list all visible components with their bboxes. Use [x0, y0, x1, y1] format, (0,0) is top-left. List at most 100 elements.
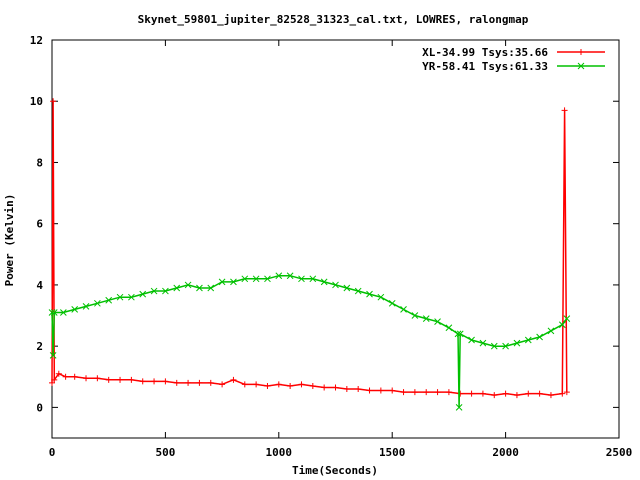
data-point — [468, 336, 475, 344]
data-point — [51, 376, 58, 383]
data-point — [128, 293, 135, 301]
data-point — [513, 392, 520, 399]
data-point — [117, 376, 124, 383]
series-layer — [48, 98, 571, 411]
data-point — [547, 327, 555, 335]
data-point — [561, 107, 568, 114]
y-axis-label: Power (Kelvin) — [3, 194, 16, 287]
data-point — [454, 330, 462, 338]
x-axis-label: Time(Seconds) — [292, 464, 378, 477]
data-point — [298, 381, 305, 388]
data-point — [513, 339, 521, 347]
data-point — [456, 330, 464, 338]
data-point — [264, 382, 271, 389]
data-point — [468, 390, 475, 397]
data-point — [62, 373, 69, 380]
data-point — [298, 275, 305, 283]
data-point — [309, 382, 316, 389]
data-point — [423, 389, 430, 396]
data-point — [343, 386, 350, 393]
data-point — [49, 379, 55, 386]
data-point — [94, 299, 101, 307]
data-point — [377, 293, 385, 301]
data-point — [218, 278, 226, 286]
data-point — [162, 287, 169, 295]
data-point — [411, 389, 418, 396]
data-point — [50, 98, 57, 105]
data-point — [139, 378, 146, 385]
data-point — [343, 284, 351, 292]
data-point — [445, 324, 453, 332]
data-point — [332, 281, 339, 289]
data-point — [400, 389, 407, 396]
data-point — [230, 376, 237, 383]
data-point — [128, 376, 135, 383]
data-point — [219, 381, 226, 388]
data-point — [479, 339, 487, 347]
data-point — [332, 384, 339, 391]
data-point — [253, 381, 260, 388]
data-point — [71, 306, 79, 313]
data-point — [173, 284, 181, 292]
data-point — [116, 293, 124, 301]
data-point — [196, 284, 203, 292]
chart-title: Skynet_59801_jupiter_82528_31323_cal.txt… — [138, 13, 529, 26]
data-point — [377, 387, 384, 394]
data-point — [55, 370, 62, 377]
data-point — [400, 306, 407, 313]
y-axis: 0 2 4 6 8 10 12 — [30, 34, 619, 414]
data-point — [309, 275, 317, 283]
data-point — [320, 278, 328, 286]
y-tick-label: 6 — [36, 218, 43, 231]
data-point — [491, 392, 498, 399]
data-point — [411, 312, 419, 319]
legend-label: YR-58.41 Tsys:61.33 — [422, 60, 548, 73]
data-point — [230, 278, 237, 286]
data-point — [563, 315, 571, 322]
y-tick-label: 2 — [36, 340, 43, 353]
x-tick-label: 0 — [49, 446, 56, 459]
data-point — [184, 281, 192, 289]
data-point — [241, 381, 248, 388]
data-point — [445, 389, 452, 396]
data-point — [264, 275, 271, 283]
data-point — [151, 378, 158, 385]
data-point — [105, 376, 112, 383]
data-point — [241, 275, 249, 283]
data-point — [422, 315, 430, 322]
y-tick-label: 8 — [36, 156, 43, 169]
data-point — [139, 290, 147, 298]
x-tick-label: 2500 — [606, 446, 633, 459]
data-point — [275, 272, 283, 280]
data-point — [455, 404, 463, 411]
data-point — [355, 386, 362, 393]
x-axis: 0 500 1000 1500 2000 2500 — [49, 40, 633, 459]
data-point — [558, 321, 566, 329]
data-point — [196, 379, 203, 386]
data-point — [563, 389, 570, 396]
data-point — [490, 342, 498, 350]
data-point — [83, 375, 90, 382]
x-tick-label: 500 — [155, 446, 175, 459]
data-point — [321, 384, 328, 391]
data-point — [434, 389, 441, 396]
data-point — [185, 379, 192, 386]
data-point — [434, 318, 441, 326]
data-point — [207, 284, 215, 292]
x-tick-label: 2000 — [492, 446, 519, 459]
x-tick-label: 1000 — [266, 446, 293, 459]
data-point — [162, 378, 169, 385]
data-point — [389, 387, 396, 394]
data-point — [547, 392, 554, 399]
y-tick-label: 12 — [30, 34, 43, 47]
data-point — [50, 309, 58, 316]
data-point — [59, 309, 67, 316]
data-point — [105, 296, 113, 304]
data-point — [559, 390, 566, 397]
data-point — [388, 299, 396, 307]
data-point — [354, 287, 362, 295]
legend-marker — [577, 62, 585, 70]
